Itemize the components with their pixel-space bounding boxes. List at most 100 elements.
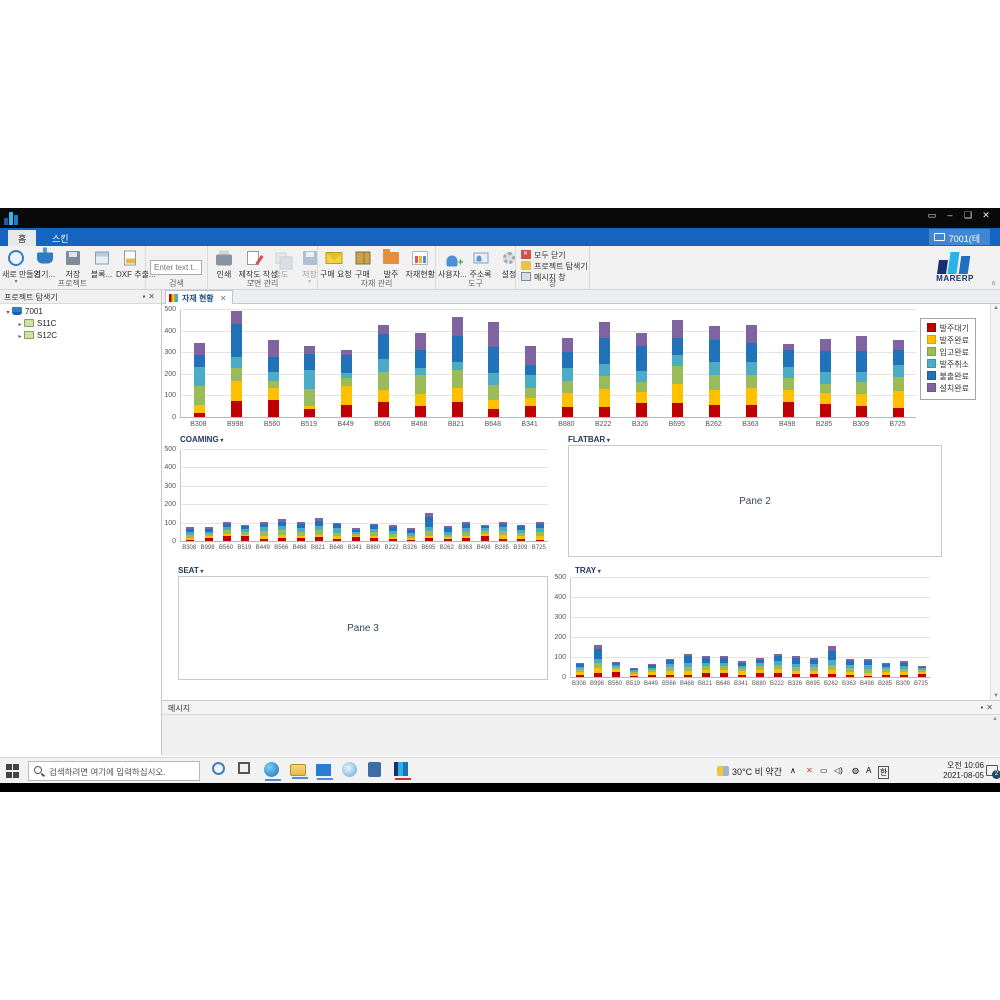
bar-B695[interactable] — [425, 512, 434, 541]
bar-B326[interactable] — [792, 656, 800, 677]
explorer-close-icon[interactable]: ✕ — [148, 292, 158, 301]
bar-B341[interactable] — [525, 345, 537, 417]
taskbar-clock[interactable]: 오전 10:06 2021-08-05 — [943, 761, 984, 781]
bar-B519[interactable] — [241, 524, 250, 541]
bar-B880[interactable] — [370, 523, 379, 541]
tree-item-7001[interactable]: ▾ 7001 — [4, 306, 161, 318]
start-button[interactable] — [6, 764, 20, 778]
bar-B308[interactable] — [193, 342, 205, 417]
bar-B449[interactable] — [648, 664, 656, 677]
ribbon-item-explorer[interactable]: 프로젝트 탐색기 — [521, 261, 588, 272]
bar-B308[interactable] — [576, 663, 584, 677]
tree-item-S11C[interactable]: ▸ S11C — [4, 318, 161, 330]
bar-B566[interactable] — [377, 325, 389, 417]
bar-B309[interactable] — [900, 661, 908, 677]
minimize-button[interactable]: – — [947, 210, 955, 220]
bar-B262[interactable] — [828, 646, 836, 677]
chart-title[interactable]: TRAY ▾ — [575, 566, 601, 575]
bar-B222[interactable] — [388, 525, 397, 541]
bar-B285[interactable] — [882, 663, 890, 677]
scroll-up-icon[interactable]: ▲ — [993, 305, 999, 311]
speaker-icon[interactable]: ◁) — [834, 766, 843, 775]
bar-B363[interactable] — [846, 659, 854, 677]
chart-title[interactable]: COAMING ▾ — [180, 435, 223, 444]
ribbon-item-msg[interactable]: 메시지 창 — [521, 272, 566, 283]
bar-B449[interactable] — [341, 350, 353, 417]
bar-B326[interactable] — [407, 528, 415, 541]
bar-B309[interactable] — [856, 336, 868, 417]
tree-expander-icon[interactable]: ▸ — [18, 322, 22, 328]
calculator-icon[interactable] — [368, 762, 381, 777]
bar-B498[interactable] — [480, 524, 489, 541]
bar-B566[interactable] — [278, 518, 287, 541]
bar-B222[interactable] — [774, 654, 782, 677]
file-explorer-icon[interactable] — [290, 764, 308, 779]
taskbar-search-input[interactable]: 검색하려면 여기에 입력하십시오. — [28, 761, 200, 781]
hidden-icons-chevron[interactable]: ∧ — [790, 766, 796, 775]
bar-B998[interactable] — [594, 645, 602, 677]
notification-center-icon[interactable]: 2 — [986, 765, 1000, 779]
bar-B341[interactable] — [738, 661, 746, 677]
bar-B998[interactable] — [204, 527, 213, 541]
ribbon-button-box[interactable]: 블록... — [88, 248, 116, 280]
bar-B285[interactable] — [499, 521, 507, 541]
ribbon-button-ship[interactable]: 열기... — [31, 247, 59, 280]
marerp-app-icon[interactable] — [394, 762, 411, 780]
bar-B308[interactable] — [186, 527, 195, 541]
bar-B285[interactable] — [819, 339, 831, 417]
bar-B648[interactable] — [488, 322, 500, 417]
bar-B468[interactable] — [684, 654, 692, 677]
bar-B262[interactable] — [709, 326, 721, 417]
bar-B648[interactable] — [333, 522, 342, 541]
bar-B880[interactable] — [561, 338, 573, 417]
bar-B725[interactable] — [918, 666, 926, 677]
tab-material-status[interactable]: 자재 현황 ✕ — [165, 290, 233, 304]
bar-B326[interactable] — [635, 332, 647, 417]
menu-tab-skin[interactable]: 스킨 — [52, 234, 69, 244]
bar-B519[interactable] — [630, 668, 638, 677]
tree-expander-icon[interactable]: ▾ — [6, 310, 10, 316]
ribbon-button-contacts[interactable]: 주소록 — [467, 248, 495, 280]
bar-B560[interactable] — [267, 340, 279, 417]
bar-B998[interactable] — [230, 311, 242, 417]
view-mode-icon[interactable]: ▭ — [927, 210, 939, 220]
ribbon-button-save[interactable]: 저장 — [59, 248, 87, 280]
bar-B498[interactable] — [782, 343, 794, 417]
bar-B449[interactable] — [259, 521, 268, 541]
ribbon-item-closeall[interactable]: 모두 닫기 — [521, 250, 566, 261]
menu-tab-home[interactable]: 홈 — [8, 230, 37, 246]
scroll-up-icon[interactable]: ▲ — [992, 716, 998, 722]
ribbon-button-folder-mail[interactable]: 발주 — [377, 248, 405, 280]
display-icon[interactable]: ▭ — [820, 766, 828, 775]
ribbon-search-input[interactable] — [150, 260, 202, 275]
ribbon-button-drawing[interactable]: 제작도 작성 ▾ — [239, 248, 278, 285]
edge-icon[interactable] — [264, 762, 281, 781]
device-disconnected-icon[interactable]: ✕ — [806, 766, 813, 775]
bar-B880[interactable] — [756, 658, 764, 677]
bar-B468[interactable] — [296, 521, 305, 541]
ribbon-button-printer[interactable]: 인쇄 — [210, 248, 238, 280]
bar-B363[interactable] — [745, 325, 757, 417]
ribbon-collapse-icon[interactable]: ∧ — [990, 280, 996, 287]
bar-B468[interactable] — [414, 332, 426, 417]
maximize-button[interactable]: ❑ — [963, 210, 975, 220]
tree-item-S12C[interactable]: ▸ S12C — [4, 330, 161, 342]
ime-latin-indicator[interactable]: A — [866, 766, 872, 775]
ime-korean-indicator[interactable]: 한 — [878, 766, 890, 779]
task-view-icon[interactable] — [238, 762, 250, 774]
bar-B566[interactable] — [666, 659, 674, 677]
document-scrollbar[interactable]: ▲ ▼ — [990, 304, 1000, 700]
chart-title[interactable]: SEAT ▾ — [178, 566, 203, 575]
tab-close-icon[interactable]: ✕ — [219, 294, 227, 303]
bar-B821[interactable] — [315, 518, 323, 541]
ribbon-button-mail[interactable]: 구매 요청 — [320, 248, 352, 280]
pin-icon[interactable]: ▪ — [980, 703, 987, 712]
bar-B498[interactable] — [864, 659, 872, 677]
bar-B519[interactable] — [304, 345, 316, 417]
ribbon-button-boxes[interactable]: 구매 — [349, 248, 377, 280]
ribbon-button-compass[interactable]: 새로 만들기 ▾ — [2, 248, 41, 285]
bar-B725[interactable] — [535, 521, 544, 541]
bar-B695[interactable] — [810, 658, 818, 677]
weather-widget[interactable]: 30°C 비 약간 — [717, 765, 782, 778]
bar-B560[interactable] — [223, 521, 231, 541]
